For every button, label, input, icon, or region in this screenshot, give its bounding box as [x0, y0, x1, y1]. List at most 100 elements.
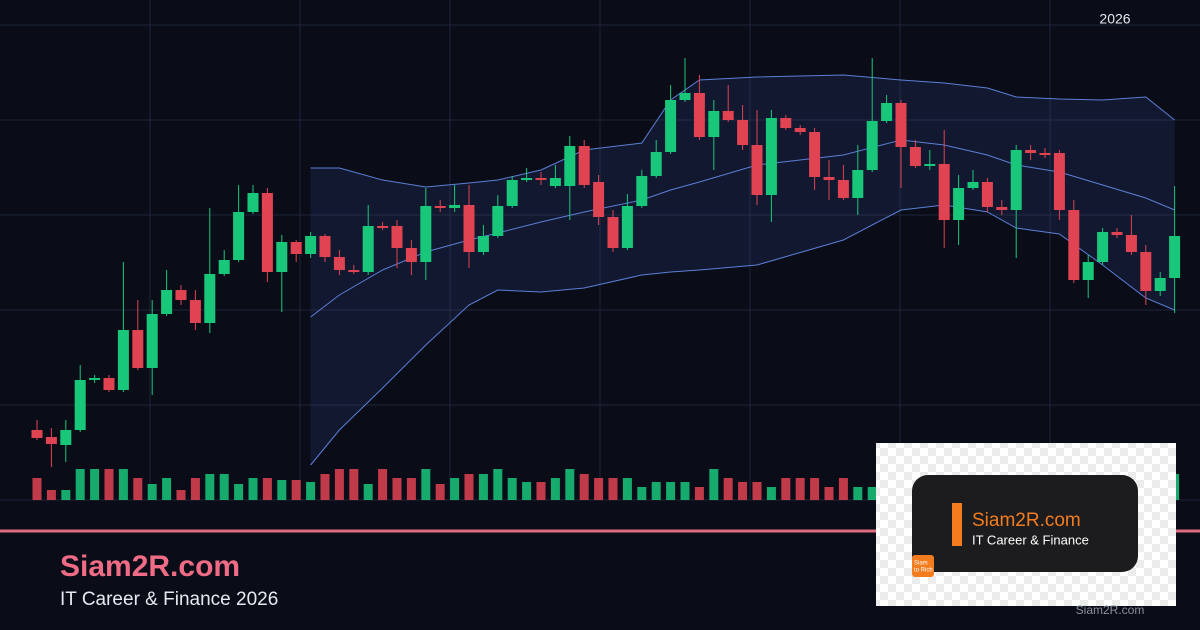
volume-bar	[349, 469, 359, 500]
candle-body	[693, 93, 705, 137]
badge-line: to Rich	[914, 568, 933, 574]
candle-body	[765, 118, 777, 195]
candle-body	[1082, 262, 1094, 280]
volume-bar	[306, 482, 316, 500]
candle-body	[477, 236, 489, 252]
logo-badge	[912, 555, 934, 577]
volume-bar	[622, 478, 632, 500]
volume-bar	[550, 478, 560, 500]
badge-line: Siam	[914, 561, 928, 567]
volume-bar	[147, 484, 157, 500]
year-label: 2026	[1099, 11, 1130, 27]
candle-body	[175, 290, 187, 300]
volume-bar	[176, 490, 186, 500]
candle-body	[60, 430, 72, 445]
volume-bar	[838, 478, 848, 500]
volume-bar	[781, 478, 791, 500]
volume-bar	[522, 482, 532, 500]
volume-bar	[867, 487, 877, 500]
volume-bar	[421, 469, 431, 500]
candle-body	[276, 242, 288, 272]
volume-bar	[464, 474, 474, 500]
candle-body	[809, 132, 821, 177]
volume-bar	[32, 478, 42, 500]
candle-body	[233, 212, 245, 260]
candle-body	[981, 182, 993, 207]
candle-body	[852, 170, 864, 198]
candle-body	[938, 164, 950, 220]
volume-bar	[46, 490, 56, 500]
candle-body	[636, 176, 648, 206]
volume-bar	[709, 469, 719, 500]
candle-body	[708, 111, 720, 137]
candle-body	[996, 207, 1008, 210]
volume-bar	[363, 484, 373, 500]
candle-body	[909, 147, 921, 166]
candle-body	[405, 248, 417, 262]
volume-bar	[320, 474, 330, 500]
volume-bar	[90, 469, 100, 500]
candle-body	[1053, 153, 1065, 210]
candle-body	[305, 236, 317, 254]
candle-body	[679, 93, 691, 100]
candle-body	[261, 193, 273, 272]
volume-bar	[723, 478, 733, 500]
candle-body	[1039, 153, 1051, 155]
candle-body	[74, 380, 86, 430]
volume-bar	[579, 474, 589, 500]
candle-body	[1025, 150, 1037, 153]
volume-bar	[608, 478, 618, 500]
volume-bar	[205, 474, 215, 500]
candle-body	[89, 378, 101, 380]
volume-bar	[565, 469, 575, 500]
candle-body	[794, 128, 806, 132]
candle-body	[521, 178, 533, 180]
logo-panel	[912, 475, 1138, 572]
volume-bar	[651, 482, 661, 500]
candle-body	[1111, 232, 1123, 235]
volume-bar	[162, 478, 172, 500]
candle-body	[650, 152, 662, 176]
volume-bar	[680, 482, 690, 500]
candle-body	[881, 103, 893, 121]
volume-bar	[133, 478, 143, 500]
candle-body	[377, 226, 389, 228]
logo-bar	[952, 503, 962, 546]
candle-body	[132, 330, 144, 368]
candle-body	[420, 206, 432, 262]
candle-body	[247, 193, 259, 212]
volume-bar	[738, 482, 748, 500]
candle-body	[204, 274, 216, 323]
candle-body	[1169, 236, 1181, 278]
candle-body	[895, 103, 907, 147]
band-area	[310, 75, 1175, 465]
volume-bar	[478, 474, 488, 500]
candle-body	[953, 188, 965, 220]
volume-bar	[406, 478, 416, 500]
candle-body	[117, 330, 129, 390]
volume-bar	[262, 478, 272, 500]
candle-body	[463, 205, 475, 252]
candle-body	[578, 146, 590, 185]
candle-body	[189, 300, 201, 323]
candle-body	[1154, 278, 1166, 291]
candle-body	[737, 120, 749, 145]
candle-body	[866, 121, 878, 170]
candle-body	[449, 205, 461, 208]
volume-bar	[392, 478, 402, 500]
volume-bar	[75, 469, 85, 500]
candle-body	[391, 226, 403, 248]
candle-body	[607, 217, 619, 248]
volume-bar	[594, 478, 604, 500]
candle-body	[564, 146, 576, 186]
candle-body	[1068, 210, 1080, 280]
candle-body	[593, 182, 605, 217]
candle-body	[45, 437, 57, 444]
candle-body	[924, 164, 936, 166]
candle-body	[506, 180, 518, 206]
volume-bar	[795, 478, 805, 500]
volume-bar	[536, 482, 546, 500]
chart-layer	[0, 24, 1200, 501]
candle-body	[103, 378, 115, 390]
candle-body	[823, 177, 835, 180]
